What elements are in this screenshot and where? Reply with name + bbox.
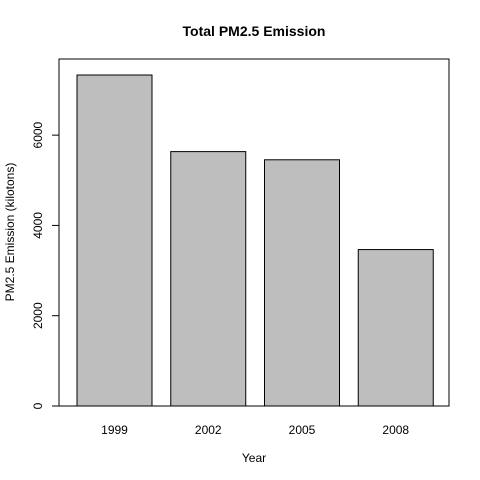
- bar-2005: [264, 159, 340, 407]
- bar-1999: [76, 74, 153, 407]
- y-tick-label: 4000: [31, 212, 45, 239]
- x-axis-label: Year: [242, 451, 266, 465]
- y-axis: 0 2000 4000 6000: [31, 121, 60, 409]
- x-tick-label: 1999: [101, 423, 128, 437]
- x-axis: 1999 2002 2005 2008: [101, 423, 409, 437]
- y-tick-label: 0: [31, 402, 45, 409]
- x-tick-label: 2005: [289, 423, 316, 437]
- chart-title: Total PM2.5 Emission: [183, 23, 326, 39]
- plot-frame: [58, 58, 450, 407]
- y-tick-label: 6000: [31, 121, 45, 148]
- y-axis-label: PM2.5 Emission (kilotons): [3, 163, 17, 302]
- x-tick-label: 2002: [195, 423, 222, 437]
- bars-layer: [76, 74, 434, 407]
- x-tick-label: 2008: [382, 423, 409, 437]
- y-tick-label: 2000: [31, 302, 45, 329]
- bar-2002: [170, 151, 247, 407]
- bar-2008: [357, 249, 434, 407]
